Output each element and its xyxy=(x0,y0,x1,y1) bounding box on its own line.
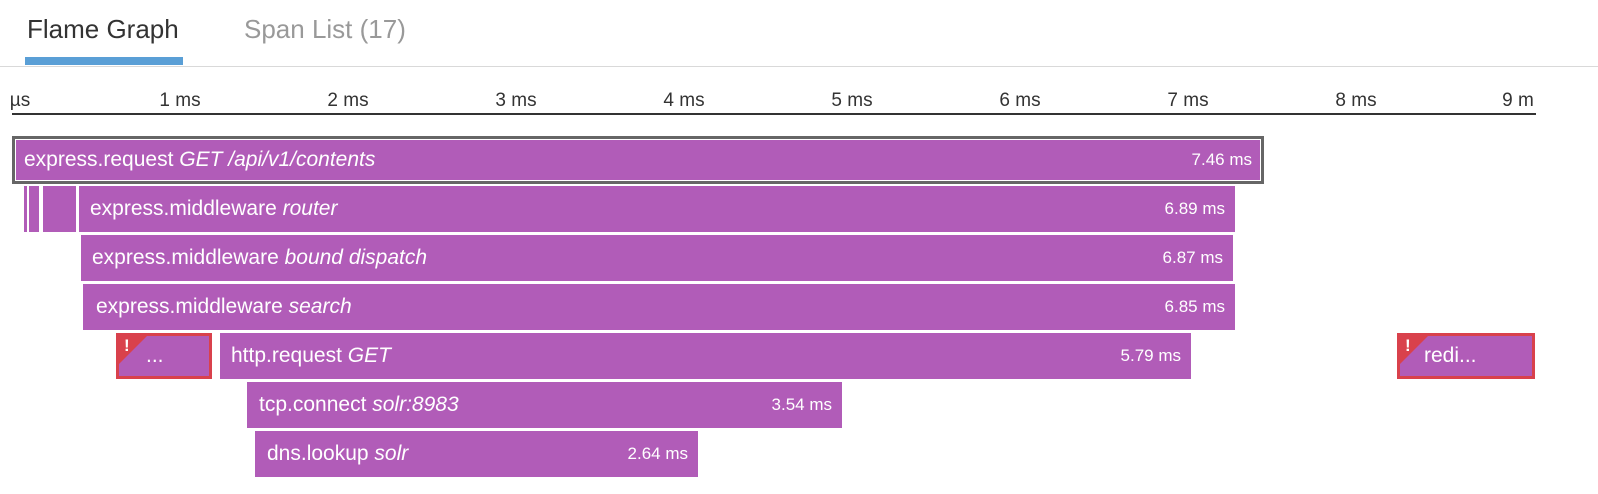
tab-span-list[interactable]: Span List (17) xyxy=(244,14,406,44)
span-duration: 6.87 ms xyxy=(1162,248,1223,267)
span-label: express.middleware router xyxy=(90,197,338,220)
axis-tick: 2 ms xyxy=(327,90,369,111)
axis-tick: 6 ms xyxy=(999,90,1041,111)
span-express-middleware-search[interactable]: express.middleware search 6.85 ms xyxy=(83,284,1235,330)
tab-flame-graph[interactable]: Flame Graph xyxy=(27,14,179,44)
axis-tick: 8 ms xyxy=(1335,90,1377,111)
span-duration: 5.79 ms xyxy=(1120,346,1181,365)
span-label: http.request GET xyxy=(231,344,391,367)
axis-tick: 4 ms xyxy=(663,90,705,111)
tab-bar: Flame Graph Span List (17) xyxy=(0,0,1598,67)
time-axis: µs 1 ms 2 ms 3 ms 4 ms 5 ms 6 ms 7 ms 8 … xyxy=(0,86,1598,116)
span-label: express.middleware bound dispatch xyxy=(92,246,428,269)
axis-tick: 1 ms xyxy=(159,90,201,111)
span-duration: 6.89 ms xyxy=(1164,199,1225,218)
span-label: tcp.connect solr:8983 xyxy=(259,393,459,416)
span-sliver[interactable] xyxy=(43,186,76,232)
span-tcp-connect[interactable]: tcp.connect solr:8983 3.54 ms xyxy=(247,382,842,428)
span-label: dns.lookup solr xyxy=(267,442,409,465)
axis-tick: 3 ms xyxy=(495,90,537,111)
axis-tick: 9 m xyxy=(1502,90,1534,111)
span-sliver[interactable] xyxy=(29,186,39,232)
span-error-truncated[interactable]: ! ... xyxy=(116,333,212,379)
axis-line xyxy=(12,113,1536,115)
span-http-request[interactable]: http.request GET 5.79 ms xyxy=(220,333,1191,379)
error-flag-icon xyxy=(119,336,147,364)
axis-tick: µs xyxy=(9,90,31,111)
span-dns-lookup[interactable]: dns.lookup solr 2.64 ms xyxy=(255,431,698,477)
span-label: express.request GET /api/v1/contents xyxy=(24,148,376,171)
span-label: ... xyxy=(146,344,164,367)
span-duration: 3.54 ms xyxy=(771,395,832,414)
axis-tick: 7 ms xyxy=(1167,90,1209,111)
span-duration: 2.64 ms xyxy=(627,444,688,463)
error-mark: ! xyxy=(124,336,130,355)
span-label: express.middleware search xyxy=(96,295,352,318)
span-error-redis[interactable]: ! redi... xyxy=(1397,333,1535,379)
span-sliver[interactable] xyxy=(24,186,27,232)
error-mark: ! xyxy=(1405,336,1411,355)
axis-tick: 5 ms xyxy=(831,90,873,111)
span-express-middleware-router[interactable]: express.middleware router 6.89 ms xyxy=(79,186,1235,232)
span-duration: 6.85 ms xyxy=(1164,297,1225,316)
span-express-request[interactable]: express.request GET /api/v1/contents 7.4… xyxy=(12,136,1264,184)
active-tab-indicator xyxy=(25,57,183,65)
span-label: redi... xyxy=(1424,344,1477,367)
span-duration: 7.46 ms xyxy=(1191,150,1252,169)
error-flag-icon xyxy=(1400,336,1428,364)
span-express-middleware-bound-dispatch[interactable]: express.middleware bound dispatch 6.87 m… xyxy=(81,235,1233,281)
